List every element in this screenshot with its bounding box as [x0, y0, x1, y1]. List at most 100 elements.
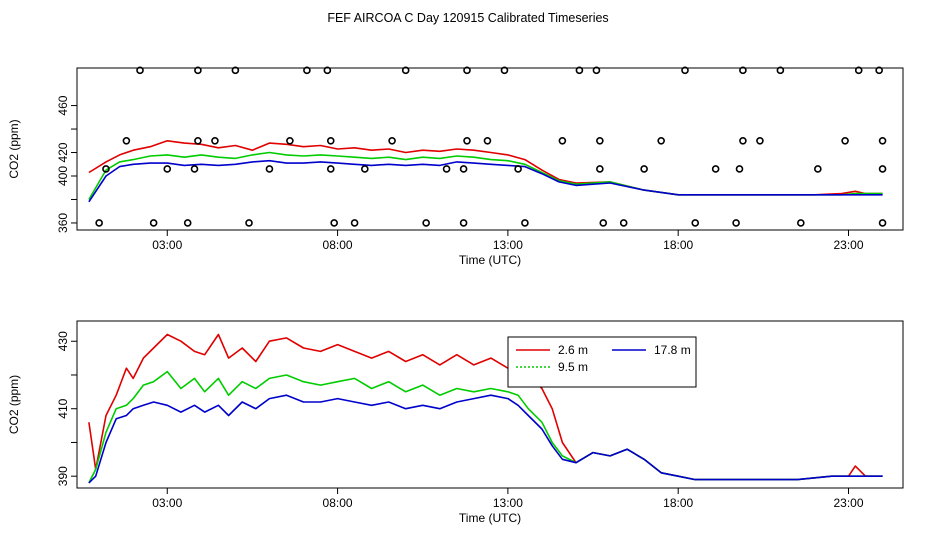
flag-point: [163, 165, 172, 173]
flag-point: [640, 165, 648, 173]
series-line-17-8-m: [88, 394, 883, 484]
flag-point: [459, 219, 468, 227]
flag-point: [756, 136, 764, 145]
flag-point: [875, 66, 883, 75]
flag-point: [442, 165, 451, 173]
flag-point: [361, 165, 369, 173]
x-tick-label: 23:00: [833, 238, 863, 252]
y-tick-label: 430: [56, 331, 70, 351]
flag-point: [194, 136, 202, 145]
plot-frame: [76, 320, 904, 489]
flag-point: [681, 66, 689, 75]
flag-point: [854, 66, 863, 75]
flag-point: [596, 165, 604, 173]
flag-point: [149, 219, 158, 227]
flag-point: [797, 219, 805, 227]
flag-point: [596, 136, 604, 145]
legend-label-2-6-m: 2.6 m: [558, 343, 588, 357]
flag-point: [265, 165, 274, 173]
y-tick-label: 460: [56, 95, 70, 115]
flag-point: [194, 66, 202, 75]
flag-point: [463, 136, 471, 145]
flag-point: [422, 219, 430, 227]
flag-point: [326, 136, 335, 145]
flag-points: [95, 66, 887, 227]
flag-point: [323, 66, 332, 75]
flag-point: [245, 219, 253, 227]
flag-point: [521, 219, 529, 227]
x-tick-label: 18:00: [663, 238, 693, 252]
series-line-2-6-m: [88, 140, 883, 196]
flag-point: [691, 219, 700, 227]
legend-box: [507, 336, 697, 388]
flag-point: [711, 165, 720, 173]
flag-point: [183, 219, 192, 227]
flag-point: [483, 136, 492, 145]
legend: 2.6 m 9.5 m 17.8 m: [507, 336, 697, 388]
y-tick-label: 390: [56, 466, 70, 486]
flag-point: [463, 66, 471, 75]
flag-point: [95, 219, 103, 227]
flag-point: [500, 66, 509, 75]
flag-point: [776, 66, 785, 75]
legend-label-9-5-m: 9.5 m: [558, 360, 588, 374]
flag-point: [814, 165, 822, 173]
flag-point: [657, 136, 665, 145]
x-axis-label: Time (UTC): [459, 253, 521, 267]
legend-label-17-8-m: 17.8 m: [654, 343, 691, 357]
flag-point: [841, 136, 849, 145]
series-line-17-8-m: [88, 159, 883, 203]
flag-point: [350, 219, 359, 227]
flag-point: [878, 136, 887, 145]
flag-point: [388, 136, 396, 145]
x-tick-label: 18:00: [663, 496, 693, 510]
y-tick-label: 420: [56, 142, 70, 162]
flag-point: [739, 66, 747, 75]
flag-point: [732, 219, 740, 227]
flag-point: [514, 165, 522, 173]
chart-panels: 03:00 08:00 13:00 18:00 23:00 360 400 420 460 Tim…: [7, 66, 904, 525]
y-tick-label: 410: [56, 398, 70, 418]
flag-point: [211, 136, 219, 145]
y-axis-label: CO2 (ppm): [7, 119, 21, 178]
y-axis-label: CO2 (ppm): [7, 375, 21, 434]
x-tick-label: 03:00: [152, 238, 182, 252]
flag-point: [190, 165, 199, 173]
flag-point: [136, 66, 144, 75]
flag-point: [231, 66, 240, 75]
x-tick-label: 03:00: [152, 496, 182, 510]
flag-point: [735, 165, 744, 173]
flag-point: [401, 66, 410, 75]
flag-point: [739, 136, 747, 145]
x-tick-label: 13:00: [493, 238, 523, 252]
chart-title: FEF AIRCOA C Day 120915 Calibrated Times…: [327, 11, 608, 25]
x-tick-label: 13:00: [493, 496, 523, 510]
flag-point: [619, 219, 628, 227]
flag-point: [303, 66, 311, 75]
panel-top: 03:00 08:00 13:00 18:00 23:00 360 400 420 460 Tim…: [7, 66, 904, 267]
flag-point: [575, 66, 584, 75]
panel-bottom: 03:00 08:00 13:00 18:00 23:00 390 410 430 Time (…: [7, 320, 904, 525]
flag-point: [878, 165, 887, 173]
flag-point: [592, 66, 601, 75]
series-line-9-5-m: [88, 151, 883, 200]
flag-point: [878, 219, 887, 227]
plot-frame: [76, 67, 904, 231]
x-tick-label: 23:00: [833, 496, 863, 510]
flag-point: [459, 165, 468, 173]
flag-point: [558, 136, 567, 145]
flag-point: [286, 136, 294, 145]
y-tick-label: 360: [56, 213, 70, 233]
series-line-2-6-m: [88, 333, 883, 481]
flag-point: [102, 165, 110, 173]
y-tick-label: 400: [56, 166, 70, 186]
flag-point: [599, 219, 608, 227]
flag-point: [122, 136, 131, 145]
x-tick-label: 08:00: [323, 238, 353, 252]
series-line-9-5-m: [88, 370, 883, 484]
flag-point: [330, 219, 338, 227]
flag-point: [326, 165, 335, 173]
x-axis-label: Time (UTC): [459, 511, 521, 525]
x-tick-label: 08:00: [323, 496, 353, 510]
